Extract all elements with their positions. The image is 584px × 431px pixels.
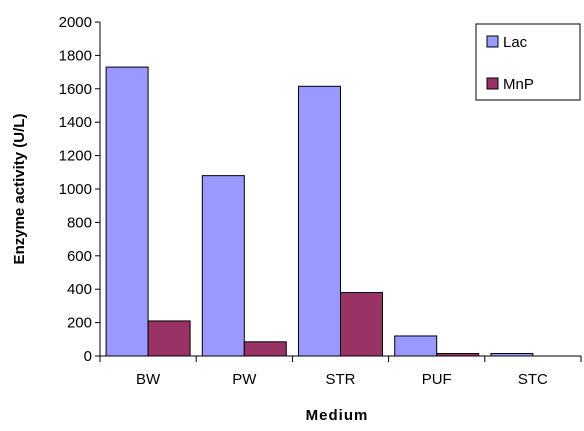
legend-label-lac: Lac bbox=[503, 34, 528, 51]
legend-swatch-lac bbox=[486, 35, 499, 48]
bar-lac-pw bbox=[201, 175, 245, 357]
bar-mnp-str bbox=[340, 292, 383, 357]
x-tick-label: STC bbox=[518, 371, 548, 388]
y-axis-ticks: 0 200 400 600 800 1000 1200 1400 1600 1800 2000 bbox=[59, 14, 100, 365]
bar-mnp-pw bbox=[243, 341, 287, 357]
x-axis-ticks: BW PW STR PUF STC bbox=[99, 356, 582, 388]
bar-lac-puf bbox=[394, 335, 438, 357]
x-tick-label: STR bbox=[326, 371, 356, 388]
x-axis-label: Medium bbox=[306, 407, 369, 424]
y-tick-label: 1800 bbox=[59, 47, 92, 64]
x-tick-label: BW bbox=[136, 371, 161, 388]
bar-mnp-bw bbox=[147, 320, 191, 357]
y-tick-label: 1600 bbox=[59, 81, 92, 98]
y-tick-label: 1200 bbox=[59, 148, 92, 165]
legend-label-mnp: MnP bbox=[503, 76, 534, 93]
bars bbox=[105, 66, 534, 357]
bar-lac-bw bbox=[105, 66, 149, 357]
legend-swatch-mnp bbox=[486, 77, 499, 90]
y-tick-label: 2000 bbox=[59, 14, 92, 31]
y-tick-label: 200 bbox=[67, 315, 92, 332]
bar-lac-str bbox=[298, 85, 341, 357]
legend: Lac MnP bbox=[475, 23, 581, 101]
y-tick-label: 1000 bbox=[59, 181, 92, 198]
y-tick-label: 600 bbox=[67, 248, 92, 265]
y-axis-label: Enzyme activity (U/L) bbox=[11, 114, 28, 265]
x-tick-label: PW bbox=[232, 371, 257, 388]
y-tick-label: 0 bbox=[84, 348, 92, 365]
y-tick-label: 400 bbox=[67, 281, 92, 298]
x-tick-label: PUF bbox=[422, 371, 452, 388]
y-tick-label: 1400 bbox=[59, 114, 92, 131]
y-tick-label: 800 bbox=[67, 214, 92, 231]
